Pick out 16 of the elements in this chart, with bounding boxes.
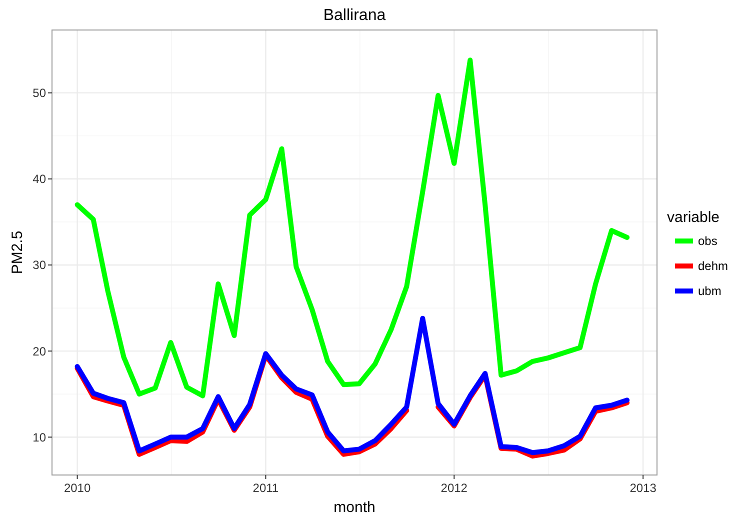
x-tick-label: 2011	[252, 481, 279, 495]
chart-title: Ballirana	[323, 7, 386, 24]
y-tick-label: 30	[32, 258, 46, 272]
legend-label: obs	[698, 234, 718, 248]
y-tick-label: 40	[32, 172, 46, 186]
legend-title: variable	[667, 209, 720, 226]
y-tick-label: 20	[32, 344, 46, 358]
y-tick-label: 50	[32, 86, 46, 100]
x-tick-label: 2012	[440, 481, 468, 495]
legend-label: ubm	[698, 284, 722, 298]
legend-label: dehm	[698, 259, 728, 274]
x-axis-title: month	[334, 499, 376, 516]
x-tick-label: 2010	[64, 481, 91, 495]
x-tick-label: 2013	[630, 481, 657, 495]
y-axis-title: PM2.5	[9, 230, 26, 274]
y-tick-label: 10	[32, 430, 46, 444]
